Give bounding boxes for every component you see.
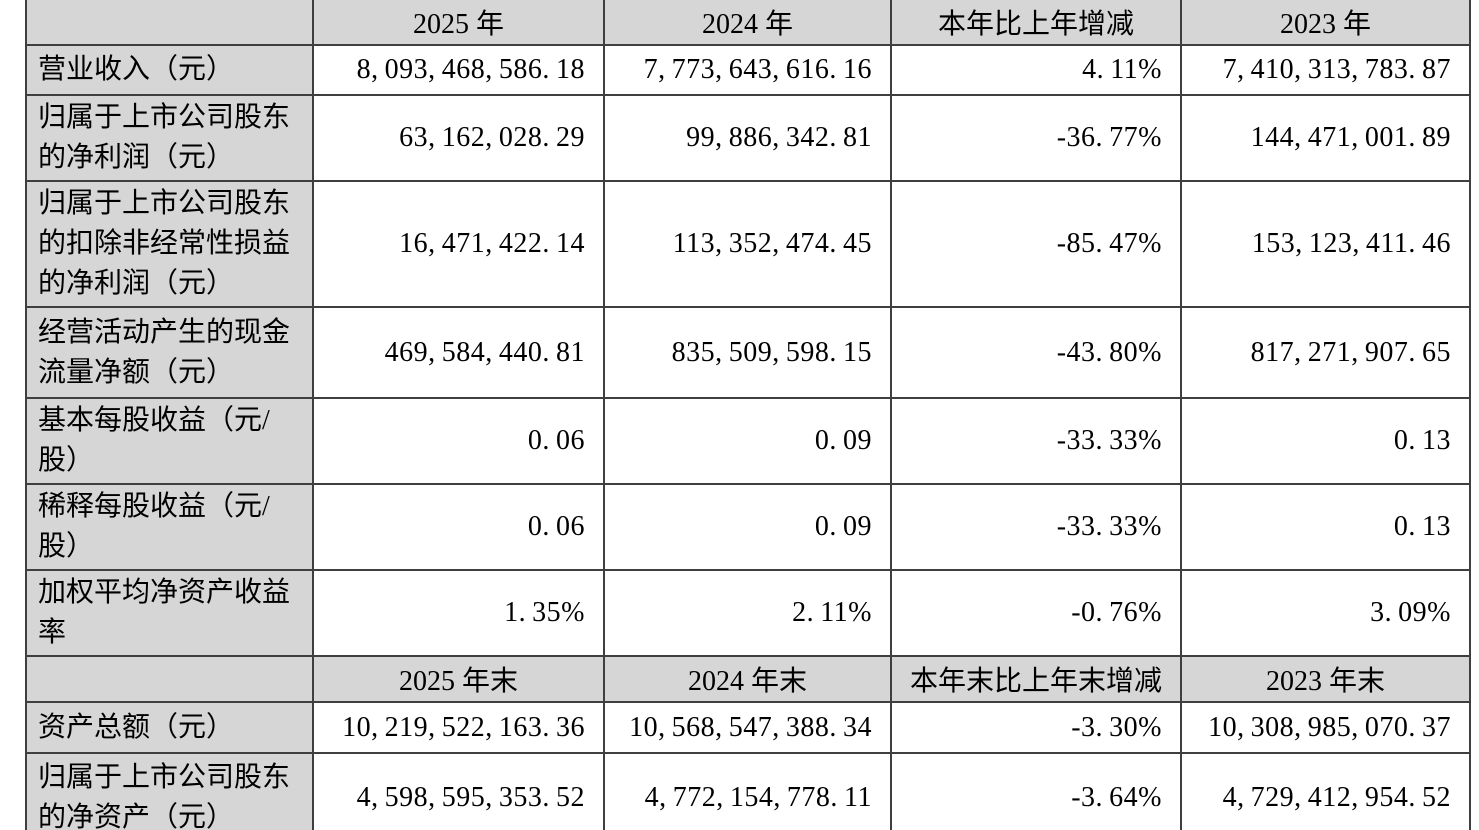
value-2023: 817, 271, 907. 65: [1180, 306, 1471, 399]
value-2023: 0. 13: [1180, 397, 1471, 485]
row-total-assets: 资产总额（元） 10, 219, 522, 163. 36 10, 568, 5…: [25, 701, 1471, 754]
row-label: 资产总额（元）: [25, 701, 314, 754]
row-label: 营业收入（元）: [25, 44, 314, 96]
row-label: 归属于上市公司股东的扣除非经常性损益的净利润（元）: [25, 180, 314, 308]
row-label: 经营活动产生的现金流量净额（元）: [25, 306, 314, 399]
value-2025: 469, 584, 440. 81: [312, 306, 605, 399]
value-yoy-change: -33. 33%: [890, 483, 1182, 571]
value-2025: 63, 162, 028. 29: [312, 94, 605, 182]
yearend-header-row: 2025 年末 2024 年末 本年末比上年末增减 2023 年末: [25, 656, 1471, 703]
yearend-header-yoy-change: 本年末比上年末增减: [890, 656, 1182, 703]
row-operating-cash-flow: 经营活动产生的现金流量净额（元） 469, 584, 440. 81 835, …: [25, 306, 1471, 399]
row-basic-eps: 基本每股收益（元/股） 0. 06 0. 09 -33. 33% 0. 13: [25, 397, 1471, 485]
value-2025: 0. 06: [312, 483, 605, 571]
value-2023: 7, 410, 313, 783. 87: [1180, 44, 1471, 96]
value-yearend-change: -3. 30%: [890, 701, 1182, 754]
row-label: 归属于上市公司股东的净资产（元）: [25, 752, 314, 830]
yearend-header-2023: 2023 年末: [1180, 656, 1471, 703]
value-2025: 16, 471, 422. 14: [312, 180, 605, 308]
value-yoy-change: -85. 47%: [890, 180, 1182, 308]
row-weighted-average-roe: 加权平均净资产收益率 1. 35% 2. 11% -0. 76% 3. 09%: [25, 569, 1471, 657]
row-label: 稀释每股收益（元/股）: [25, 483, 314, 571]
row-diluted-eps: 稀释每股收益（元/股） 0. 06 0. 09 -33. 33% 0. 13: [25, 483, 1471, 571]
yearend-header-2024: 2024 年末: [603, 656, 892, 703]
period-header-2023: 2023 年: [1180, 0, 1471, 46]
value-2025-end: 4, 598, 595, 353. 52: [312, 752, 605, 830]
period-header-2025: 2025 年: [312, 0, 605, 46]
value-yoy-change: 4. 11%: [890, 44, 1182, 96]
value-2024-end: 10, 568, 547, 388. 34: [603, 701, 892, 754]
value-2023: 0. 13: [1180, 483, 1471, 571]
row-label: 基本每股收益（元/股）: [25, 397, 314, 485]
value-2025: 1. 35%: [312, 569, 605, 657]
value-yoy-change: -36. 77%: [890, 94, 1182, 182]
row-deducted-non-recurring-net-profit: 归属于上市公司股东的扣除非经常性损益的净利润（元） 16, 471, 422. …: [25, 180, 1471, 308]
value-2023: 144, 471, 001. 89: [1180, 94, 1471, 182]
value-2024: 99, 886, 342. 81: [603, 94, 892, 182]
value-2024: 835, 509, 598. 15: [603, 306, 892, 399]
value-2025: 8, 093, 468, 586. 18: [312, 44, 605, 96]
period-header-yoy-change: 本年比上年增减: [890, 0, 1182, 46]
period-header-empty-cell: [25, 0, 314, 46]
value-2024: 0. 09: [603, 483, 892, 571]
period-header-2024: 2024 年: [603, 0, 892, 46]
value-2023: 3. 09%: [1180, 569, 1471, 657]
value-2025: 0. 06: [312, 397, 605, 485]
row-label: 加权平均净资产收益率: [25, 569, 314, 657]
value-2024: 113, 352, 474. 45: [603, 180, 892, 308]
value-2024: 2. 11%: [603, 569, 892, 657]
value-yearend-change: -3. 64%: [890, 752, 1182, 830]
value-2024: 0. 09: [603, 397, 892, 485]
value-yoy-change: -33. 33%: [890, 397, 1182, 485]
value-2025-end: 10, 219, 522, 163. 36: [312, 701, 605, 754]
row-net-assets-attributable: 归属于上市公司股东的净资产（元） 4, 598, 595, 353. 52 4,…: [25, 752, 1471, 830]
value-2023: 153, 123, 411. 46: [1180, 180, 1471, 308]
yearend-header-2025: 2025 年末: [312, 656, 605, 703]
value-yoy-change: -0. 76%: [890, 569, 1182, 657]
row-net-profit-attributable: 归属于上市公司股东的净利润（元） 63, 162, 028. 29 99, 88…: [25, 94, 1471, 182]
value-2023-end: 10, 308, 985, 070. 37: [1180, 701, 1471, 754]
value-2024: 7, 773, 643, 616. 16: [603, 44, 892, 96]
row-operating-revenue: 营业收入（元） 8, 093, 468, 586. 18 7, 773, 643…: [25, 44, 1471, 96]
key-accounting-data-table: 2025 年 2024 年 本年比上年增减 2023 年 营业收入（元） 8, …: [25, 0, 1471, 830]
period-header-row: 2025 年 2024 年 本年比上年增减 2023 年: [25, 0, 1471, 46]
yearend-header-empty-cell: [25, 656, 314, 703]
row-label: 归属于上市公司股东的净利润（元）: [25, 94, 314, 182]
value-2024-end: 4, 772, 154, 778. 11: [603, 752, 892, 830]
value-2023-end: 4, 729, 412, 954. 52: [1180, 752, 1471, 830]
value-yoy-change: -43. 80%: [890, 306, 1182, 399]
